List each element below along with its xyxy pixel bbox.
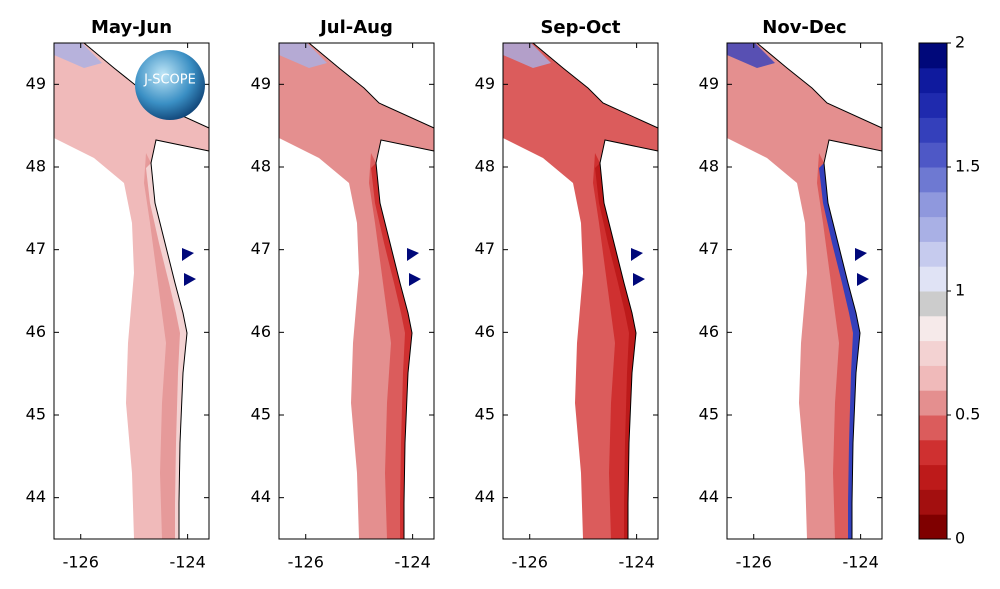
colorbar-band xyxy=(919,390,947,416)
strait-blue xyxy=(503,43,551,68)
y-tick-label: 46 xyxy=(699,322,719,341)
y-tick-label: 48 xyxy=(475,157,495,176)
y-tick-label: 46 xyxy=(26,322,46,341)
logo-text: J-SCOPE xyxy=(143,73,196,88)
plot-frame xyxy=(278,42,435,540)
y-tick-label: 46 xyxy=(251,322,271,341)
estuary xyxy=(184,273,196,286)
colorbar-band xyxy=(919,241,947,267)
colorbar-band xyxy=(919,117,947,143)
coastline xyxy=(308,42,435,129)
map-panel xyxy=(503,42,659,539)
y-tick-label: 46 xyxy=(475,322,495,341)
estuary xyxy=(409,273,421,286)
x-tick-label: -124 xyxy=(842,553,878,572)
colorbar-band xyxy=(919,142,947,168)
x-tick-label: -124 xyxy=(394,553,430,572)
colorbar-band xyxy=(919,67,947,94)
x-tick-label: -124 xyxy=(618,553,654,572)
colorbar-band xyxy=(919,439,947,466)
colorbar-band xyxy=(919,489,947,515)
plot-frame xyxy=(726,42,883,540)
strait-blue xyxy=(727,43,775,68)
colorbar-band xyxy=(919,291,947,317)
colorbar-band xyxy=(919,92,947,118)
strait-blue xyxy=(54,43,102,68)
y-tick-label: 47 xyxy=(475,239,495,258)
y-tick-label: 45 xyxy=(26,405,46,424)
colorbar-tick-label: 0.5 xyxy=(955,405,980,424)
y-tick-label: 49 xyxy=(699,74,719,93)
y-tick-label: 45 xyxy=(475,405,495,424)
estuary xyxy=(182,248,194,261)
coastline xyxy=(599,139,659,539)
coastline xyxy=(150,139,210,539)
panel-title: Jul-Aug xyxy=(318,17,393,38)
coastal-strip xyxy=(819,163,860,539)
colorbar-tick-label: 0 xyxy=(955,529,965,548)
y-tick-label: 48 xyxy=(26,157,46,176)
y-tick-label: 45 xyxy=(251,405,271,424)
coastline xyxy=(823,139,883,539)
estuary xyxy=(855,248,867,261)
x-tick-label: -126 xyxy=(288,553,324,572)
y-tick-label: 49 xyxy=(475,74,495,93)
colorbar-band xyxy=(919,514,947,540)
y-tick-label: 45 xyxy=(699,405,719,424)
colorbar-band xyxy=(919,216,947,242)
colorbar-band xyxy=(919,315,947,342)
y-tick-label: 47 xyxy=(699,239,719,258)
strait-blue xyxy=(279,43,327,68)
x-tick-label: -126 xyxy=(63,553,99,572)
coastline xyxy=(532,42,659,129)
y-tick-label: 47 xyxy=(26,239,46,258)
y-tick-label: 44 xyxy=(699,487,719,506)
y-tick-label: 44 xyxy=(251,487,271,506)
colorbar-band xyxy=(919,43,947,69)
colorbar-tick-label: 2 xyxy=(955,33,965,52)
colorbar-band xyxy=(919,167,947,193)
coastline xyxy=(375,139,435,539)
x-tick-label: -126 xyxy=(512,553,548,572)
y-tick-label: 44 xyxy=(475,487,495,506)
panel-title: Sep-Oct xyxy=(540,17,620,38)
panel-title: Nov-Dec xyxy=(762,17,846,38)
panel-title: May-Jun xyxy=(91,17,172,38)
estuary xyxy=(633,273,645,286)
colorbar-band xyxy=(919,266,947,292)
estuary xyxy=(857,273,869,286)
colorbar-band xyxy=(919,340,947,366)
coastline xyxy=(756,42,883,129)
estuary xyxy=(631,248,643,261)
colorbar-band xyxy=(919,464,947,490)
coastal-strip xyxy=(595,163,636,539)
map-panel xyxy=(279,42,435,539)
x-tick-label: -124 xyxy=(169,553,205,572)
colorbar-tick-label: 1.5 xyxy=(955,157,980,176)
y-tick-label: 44 xyxy=(26,487,46,506)
y-tick-label: 49 xyxy=(26,74,46,93)
colorbar-band xyxy=(919,365,947,391)
logo xyxy=(135,50,205,120)
estuary xyxy=(407,248,419,261)
map-panel xyxy=(54,42,210,539)
plot-frame xyxy=(502,42,659,540)
y-tick-label: 49 xyxy=(251,74,271,93)
map-panel xyxy=(727,42,883,539)
colorbar-band xyxy=(919,191,947,218)
y-tick-label: 48 xyxy=(251,157,271,176)
coastal-strip xyxy=(146,163,187,539)
y-tick-label: 48 xyxy=(699,157,719,176)
coastal-strip xyxy=(371,163,412,539)
plot-frame xyxy=(53,42,210,540)
colorbar-band xyxy=(919,415,947,441)
x-tick-label: -126 xyxy=(736,553,772,572)
y-tick-label: 47 xyxy=(251,239,271,258)
colorbar-tick-label: 1 xyxy=(955,281,965,300)
